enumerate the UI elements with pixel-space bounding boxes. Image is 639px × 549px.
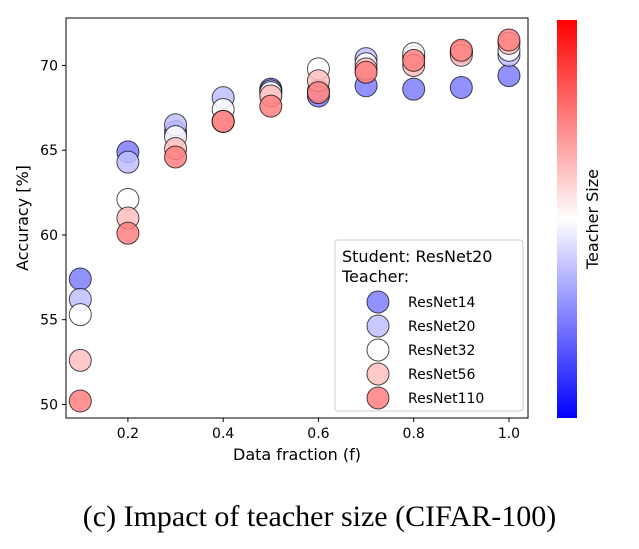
x-axis-label: Data fraction (f) (233, 445, 361, 464)
legend-marker-resnet110 (366, 386, 390, 410)
point-resnet110-0.3 (164, 145, 188, 169)
data-points (68, 28, 521, 413)
plot-frame (65, 17, 529, 419)
legend-label-resnet14: ResNet14 (408, 295, 475, 311)
legend-label-resnet32: ResNet32 (408, 343, 475, 359)
point-resnet14-0.9 (449, 75, 473, 99)
legend-marker-resnet32 (366, 338, 390, 362)
x-tick-label: 0.8 (403, 426, 425, 442)
point-resnet14-1 (497, 64, 521, 88)
point-resnet32-0.1 (68, 303, 92, 327)
point-resnet110-0.8 (402, 48, 426, 72)
point-resnet14-0.8 (402, 77, 426, 101)
y-tick-label: 60 (40, 228, 58, 244)
legend-label-resnet56: ResNet56 (408, 367, 475, 383)
x-tick-label: 0.2 (117, 426, 139, 442)
point-resnet110-0.1 (68, 389, 92, 413)
legend-label-resnet20: ResNet20 (408, 319, 475, 335)
legend-title-teacher: Teacher: (341, 267, 409, 286)
x-tick-label: 0.4 (212, 426, 234, 442)
y-tick-label: 65 (40, 143, 58, 159)
legend: Student: ResNet20 Teacher: ResNet14 ResNe… (334, 239, 524, 412)
x-tick-label: 0.6 (307, 426, 329, 442)
point-resnet110-0.7 (354, 60, 378, 84)
point-resnet110-0.6 (306, 81, 330, 105)
point-resnet110-0.2 (116, 221, 140, 245)
x-tick-label: 1.0 (498, 426, 520, 442)
y-axis: 50 55 60 65 70 (40, 58, 66, 413)
figure-caption: (c) Impact of teacher size (CIFAR-100) (82, 500, 557, 533)
y-axis-label: Accuracy [%] (13, 165, 32, 271)
point-resnet56-0.1 (68, 348, 92, 372)
legend-title-student: Student: ResNet20 (342, 247, 492, 266)
point-resnet110-0.5 (259, 94, 283, 118)
point-resnet20-0.2 (116, 150, 140, 174)
legend-marker-resnet20 (366, 314, 390, 338)
colorbar-label: Teacher Size (583, 169, 602, 270)
y-tick-label: 50 (40, 397, 58, 413)
point-resnet14-0.1 (68, 267, 92, 291)
y-tick-label: 70 (40, 58, 58, 74)
point-resnet110-1 (497, 28, 521, 52)
point-resnet110-0.9 (449, 38, 473, 62)
colorbar (557, 20, 577, 418)
y-tick-label: 55 (40, 313, 58, 329)
point-resnet110-0.4 (211, 109, 235, 133)
legend-label-resnet110: ResNet110 (408, 391, 484, 407)
x-axis: 0.2 0.4 0.6 0.8 1.0 (117, 418, 520, 442)
legend-marker-resnet56 (366, 362, 390, 386)
legend-marker-resnet14 (366, 290, 390, 314)
